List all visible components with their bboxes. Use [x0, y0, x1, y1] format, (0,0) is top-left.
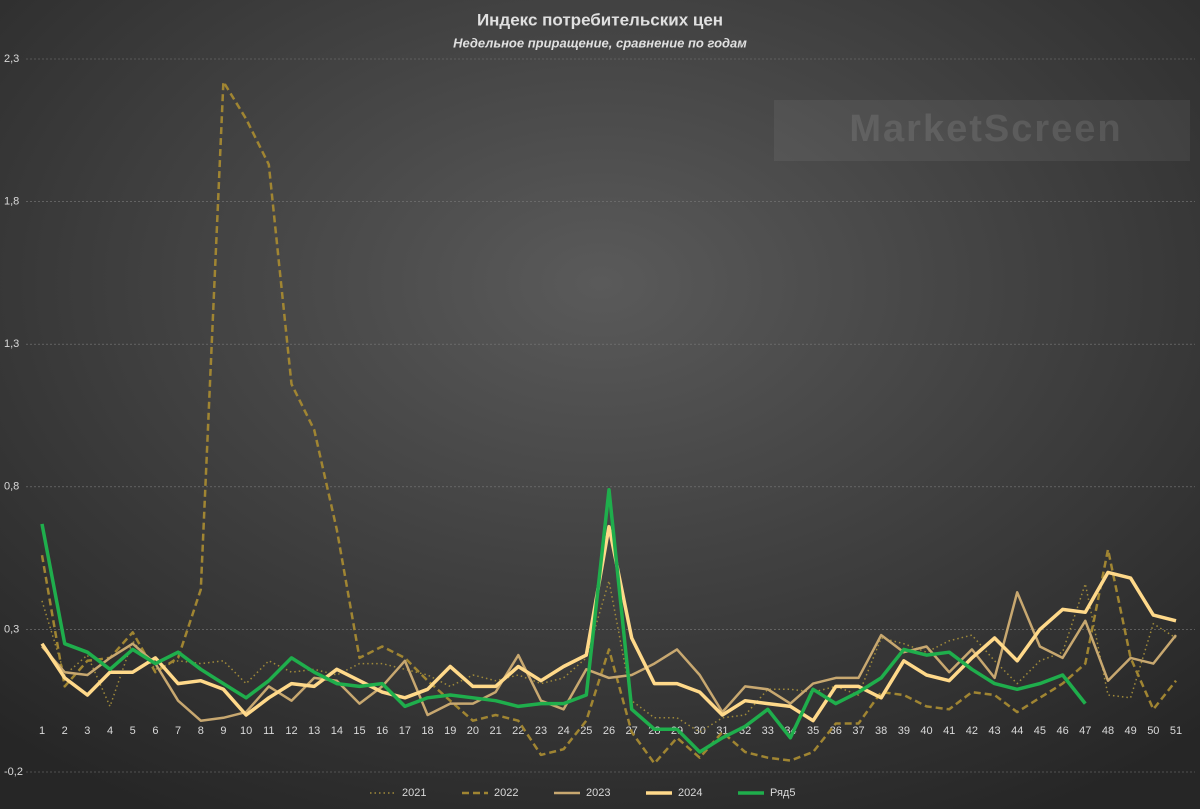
x-tick-label: 48	[1102, 725, 1114, 737]
x-tick-label: 38	[875, 725, 887, 737]
x-tick-label: 33	[762, 725, 774, 737]
x-tick-label: 20	[467, 725, 479, 737]
x-tick-label: 18	[421, 725, 433, 737]
watermark: MarketScreen	[849, 108, 1122, 150]
y-tick-label: 1,3	[4, 338, 19, 350]
x-tick-label: 51	[1170, 725, 1182, 737]
x-tick-label: 21	[489, 725, 501, 737]
x-tick-label: 4	[107, 725, 113, 737]
line-series	[40, 487, 1087, 754]
x-tick-label: 46	[1056, 725, 1068, 737]
y-tick-label: 1,8	[4, 196, 19, 208]
x-tick-label: 49	[1125, 725, 1137, 737]
x-tick-label: 41	[943, 725, 955, 737]
x-tick-label: 45	[1034, 725, 1046, 737]
line-series	[40, 524, 1177, 723]
watermark-box	[774, 100, 1190, 161]
x-tick-label: 6	[152, 725, 158, 737]
x-tick-label: 37	[852, 725, 864, 737]
y-tick-label: 2,3	[4, 53, 19, 65]
x-tick-label: 23	[535, 725, 547, 737]
x-tick-label: 10	[240, 725, 252, 737]
x-tick-label: 9	[220, 725, 226, 737]
x-tick-label: 47	[1079, 725, 1091, 737]
x-tick-label: 25	[580, 725, 592, 737]
legend-label: 2024	[678, 787, 702, 799]
x-tick-label: 11	[263, 725, 274, 737]
chart-title: Индекс потребительских цен	[477, 10, 723, 29]
x-tick-label: 30	[694, 725, 706, 737]
y-tick-label: 0,8	[4, 481, 19, 493]
legend-label: 2021	[402, 787, 426, 799]
x-tick-label: 1	[39, 725, 45, 737]
x-tick-label: 17	[399, 725, 411, 737]
x-tick-label: 42	[966, 725, 978, 737]
x-tick-label: 44	[1011, 725, 1023, 737]
y-tick-label: 0,3	[4, 623, 19, 635]
x-tick-label: 36	[830, 725, 842, 737]
legend-label: 2023	[586, 787, 610, 799]
x-tick-label: 8	[198, 725, 204, 737]
x-tick-label: 14	[331, 725, 343, 737]
line-series	[41, 591, 1177, 722]
y-tick-label: -0,2	[4, 766, 23, 778]
x-tick-label: 26	[603, 725, 615, 737]
x-tick-label: 39	[898, 725, 910, 737]
legend-label: Ряд5	[770, 787, 795, 799]
x-tick-label: 22	[512, 725, 524, 737]
x-tick-label: 7	[175, 725, 181, 737]
x-tick-label: 13	[308, 725, 320, 737]
chart-subtitle: Недельное приращение, сравнение по годам	[453, 35, 747, 50]
x-tick-label: 24	[558, 725, 570, 737]
x-tick-label: 12	[285, 725, 297, 737]
x-tick-label: 16	[376, 725, 388, 737]
x-tick-label: 50	[1147, 725, 1159, 737]
x-tick-label: 15	[353, 725, 365, 737]
x-tick-label: 5	[130, 725, 136, 737]
x-tick-label: 40	[920, 725, 932, 737]
x-tick-label: 2	[62, 725, 68, 737]
line-series	[40, 80, 1177, 765]
x-tick-label: 3	[84, 725, 90, 737]
x-tick-label: 19	[444, 725, 456, 737]
x-tick-label: 35	[807, 725, 819, 737]
legend-label: 2022	[494, 787, 518, 799]
x-tick-label: 43	[988, 725, 1000, 737]
